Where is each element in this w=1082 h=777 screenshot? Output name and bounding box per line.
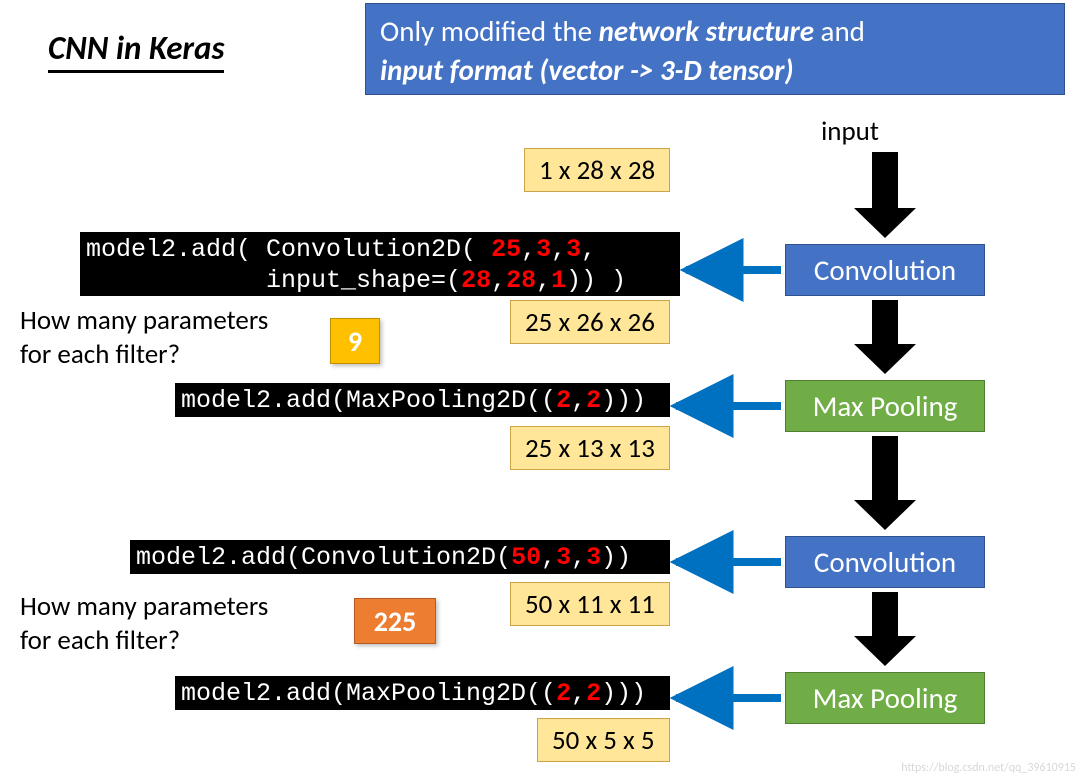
input-label: input xyxy=(821,115,879,148)
dim-after-conv1: 25 x 26 x 26 xyxy=(510,300,670,344)
param-count-9: 9 xyxy=(330,318,380,364)
dim-after-pool1: 25 x 13 x 13 xyxy=(510,426,670,470)
question-params-1: How many parameters for each filter? xyxy=(20,304,268,372)
layer-maxpool-2: Max Pooling xyxy=(785,672,985,724)
dim-input: 1 x 28 x 28 xyxy=(524,148,670,192)
page-title: CNN in Keras xyxy=(48,28,224,73)
code-conv2: model2.add(Convolution2D(50,3,3)) xyxy=(130,540,670,574)
param-count-225: 225 xyxy=(354,598,436,644)
layer-convolution-1: Convolution xyxy=(785,244,985,296)
layer-maxpool-1: Max Pooling xyxy=(785,380,985,432)
dim-after-pool2: 50 x 5 x 5 xyxy=(537,718,670,762)
code-conv1: model2.add( Convolution2D( 25,3,3, input… xyxy=(80,232,680,296)
dim-after-conv2: 50 x 11 x 11 xyxy=(510,582,670,626)
code-pool2: model2.add(MaxPooling2D((2,2))) xyxy=(175,676,670,710)
question-params-2: How many parameters for each filter? xyxy=(20,590,268,658)
code-pool1: model2.add(MaxPooling2D((2,2))) xyxy=(175,383,670,417)
layer-convolution-2: Convolution xyxy=(785,536,985,588)
watermark: https://blog.csdn.net/qq_39610915 xyxy=(901,761,1076,775)
callout-box: Only modified the network structure and … xyxy=(365,3,1065,95)
